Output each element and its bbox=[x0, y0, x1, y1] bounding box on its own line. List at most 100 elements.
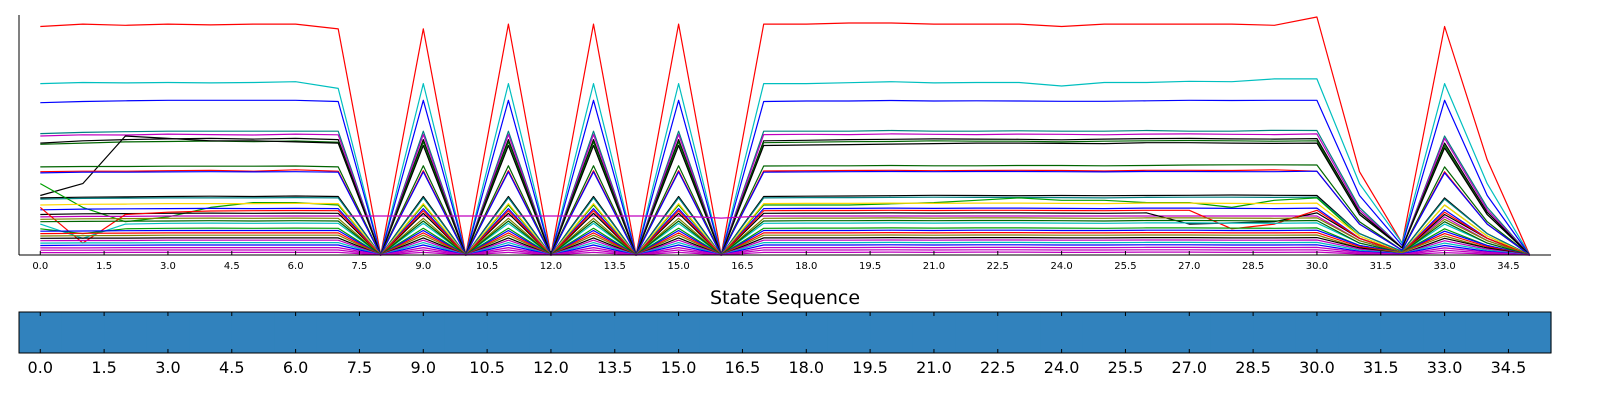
chart-title: State Sequence bbox=[710, 287, 860, 309]
x-tick-label: 27.0 bbox=[1178, 261, 1200, 272]
series-line-6 bbox=[40, 137, 1531, 256]
series-line-9 bbox=[40, 164, 1531, 256]
state-cell bbox=[104, 312, 148, 353]
state-cell bbox=[657, 312, 701, 353]
state-cell bbox=[912, 312, 956, 353]
x-tick-label: 34.5 bbox=[1497, 261, 1519, 272]
series-line-26 bbox=[40, 234, 1530, 256]
state-cell bbox=[572, 312, 616, 353]
state-cell bbox=[444, 312, 488, 353]
state-cell bbox=[1082, 312, 1127, 353]
state-cell bbox=[785, 312, 829, 353]
x-tick-label: 24.0 bbox=[1050, 261, 1072, 272]
state-cell bbox=[1338, 312, 1382, 353]
state-x-tick-label: 31.5 bbox=[1363, 358, 1399, 377]
state-cell bbox=[699, 312, 744, 353]
line-chart: 0.0 1.5 3.0 4.5 6.0 7.5 9.0 10.5 12.0 13.5 15.0 16.… bbox=[18, 15, 1551, 272]
x-tick-label: 21.0 bbox=[923, 261, 945, 272]
series-line-10 bbox=[40, 169, 1531, 256]
x-tick-label: 9.0 bbox=[415, 261, 431, 272]
series-line-14 bbox=[40, 183, 1530, 256]
state-frame bbox=[18, 311, 1552, 354]
state-cell bbox=[1508, 312, 1552, 353]
x-tick-label: 10.5 bbox=[476, 261, 498, 272]
state-cell bbox=[487, 312, 531, 353]
state-x-tick-label: 22.5 bbox=[980, 358, 1016, 377]
state-cell bbox=[359, 312, 403, 353]
series-line-29 bbox=[40, 241, 1530, 256]
state-cells bbox=[19, 312, 1552, 353]
x-tick-label: 16.5 bbox=[731, 261, 753, 272]
x-tick-label: 1.5 bbox=[96, 261, 112, 272]
state-x-tick-label: 15.0 bbox=[661, 358, 697, 377]
series-line-31 bbox=[40, 246, 1530, 256]
x-tick-label: 3.0 bbox=[160, 261, 176, 272]
series-line-5 bbox=[40, 133, 1531, 256]
series-line-24 bbox=[40, 229, 1530, 256]
x-tick-label: 18.0 bbox=[795, 261, 817, 272]
series-line-33 bbox=[40, 251, 1530, 256]
x-tick-label: 19.5 bbox=[859, 261, 881, 272]
series-line-21 bbox=[40, 222, 1530, 256]
x-tick-label: 15.0 bbox=[667, 261, 689, 272]
state-cell bbox=[1253, 312, 1297, 353]
x-tick-label: 30.0 bbox=[1306, 261, 1328, 272]
series-line-11 bbox=[40, 170, 1531, 256]
state-cell bbox=[870, 312, 914, 353]
series-line-22 bbox=[40, 219, 1530, 256]
state-x-tick-label: 10.5 bbox=[469, 358, 505, 377]
state-x-tick-label: 27.0 bbox=[1171, 358, 1207, 377]
state-cell bbox=[61, 312, 105, 353]
state-cell bbox=[614, 312, 658, 353]
series-line-3 bbox=[40, 99, 1531, 256]
x-tick-label: 31.5 bbox=[1370, 261, 1392, 272]
x-ticks: 0.0 1.5 3.0 4.5 6.0 7.5 9.0 10.5 12.0 13.5 15.0 16.… bbox=[32, 251, 1520, 272]
state-cell bbox=[1168, 312, 1212, 353]
series-line-15 bbox=[40, 202, 1530, 256]
series-line-4 bbox=[40, 129, 1531, 256]
state-cell bbox=[231, 312, 275, 353]
state-x-tick-label: 16.5 bbox=[725, 358, 761, 377]
state-x-tick-label: 6.0 bbox=[283, 358, 308, 377]
x-tick-label: 4.5 bbox=[224, 261, 240, 272]
x-tick-label: 6.0 bbox=[288, 261, 304, 272]
series-line-28 bbox=[40, 239, 1530, 256]
state-x-tick-label: 13.5 bbox=[597, 358, 633, 377]
state-x-tick-label: 0.0 bbox=[28, 358, 53, 377]
state-x-tick-label: 4.5 bbox=[219, 358, 244, 377]
series-line-13 bbox=[40, 196, 1530, 256]
state-cell bbox=[1040, 312, 1084, 353]
series-line-8 bbox=[40, 135, 1531, 256]
series-line-1 bbox=[40, 16, 1531, 256]
series-line-32 bbox=[40, 249, 1530, 256]
state-cell bbox=[955, 312, 999, 353]
series-line-30 bbox=[40, 244, 1530, 256]
state-x-tick-label: 7.5 bbox=[347, 358, 372, 377]
series-line-17 bbox=[40, 207, 1530, 256]
state-x-tick-label: 21.0 bbox=[916, 358, 952, 377]
state-cell bbox=[19, 312, 63, 353]
state-x-tick-label: 25.5 bbox=[1108, 358, 1144, 377]
state-x-tick-label: 1.5 bbox=[91, 358, 116, 377]
state-cell bbox=[316, 312, 361, 353]
line-series-group bbox=[39, 16, 1531, 256]
series-line-16 bbox=[40, 215, 1530, 256]
series-line-12 bbox=[40, 194, 1530, 256]
state-x-tick-label: 24.0 bbox=[1044, 358, 1080, 377]
state-cell bbox=[1380, 312, 1424, 353]
x-tick-label: 12.0 bbox=[540, 261, 562, 272]
state-cell bbox=[1210, 312, 1254, 353]
state-cell bbox=[1465, 312, 1510, 353]
x-tick-label: 33.0 bbox=[1433, 261, 1455, 272]
state-cell bbox=[1295, 312, 1339, 353]
state-cell bbox=[1125, 312, 1169, 353]
state-cell bbox=[146, 312, 190, 353]
state-x-tick-label: 19.5 bbox=[852, 358, 888, 377]
state-x-tick-label: 3.0 bbox=[155, 358, 180, 377]
state-cell bbox=[742, 312, 786, 353]
series-line-20 bbox=[40, 217, 1530, 256]
x-tick-label: 22.5 bbox=[987, 261, 1009, 272]
state-x-ticks: 0.0 1.5 3.0 4.5 6.0 7.5 9.0 10.5 12.0 13.5 15.0 16.… bbox=[28, 312, 1526, 377]
x-tick-label: 25.5 bbox=[1114, 261, 1136, 272]
